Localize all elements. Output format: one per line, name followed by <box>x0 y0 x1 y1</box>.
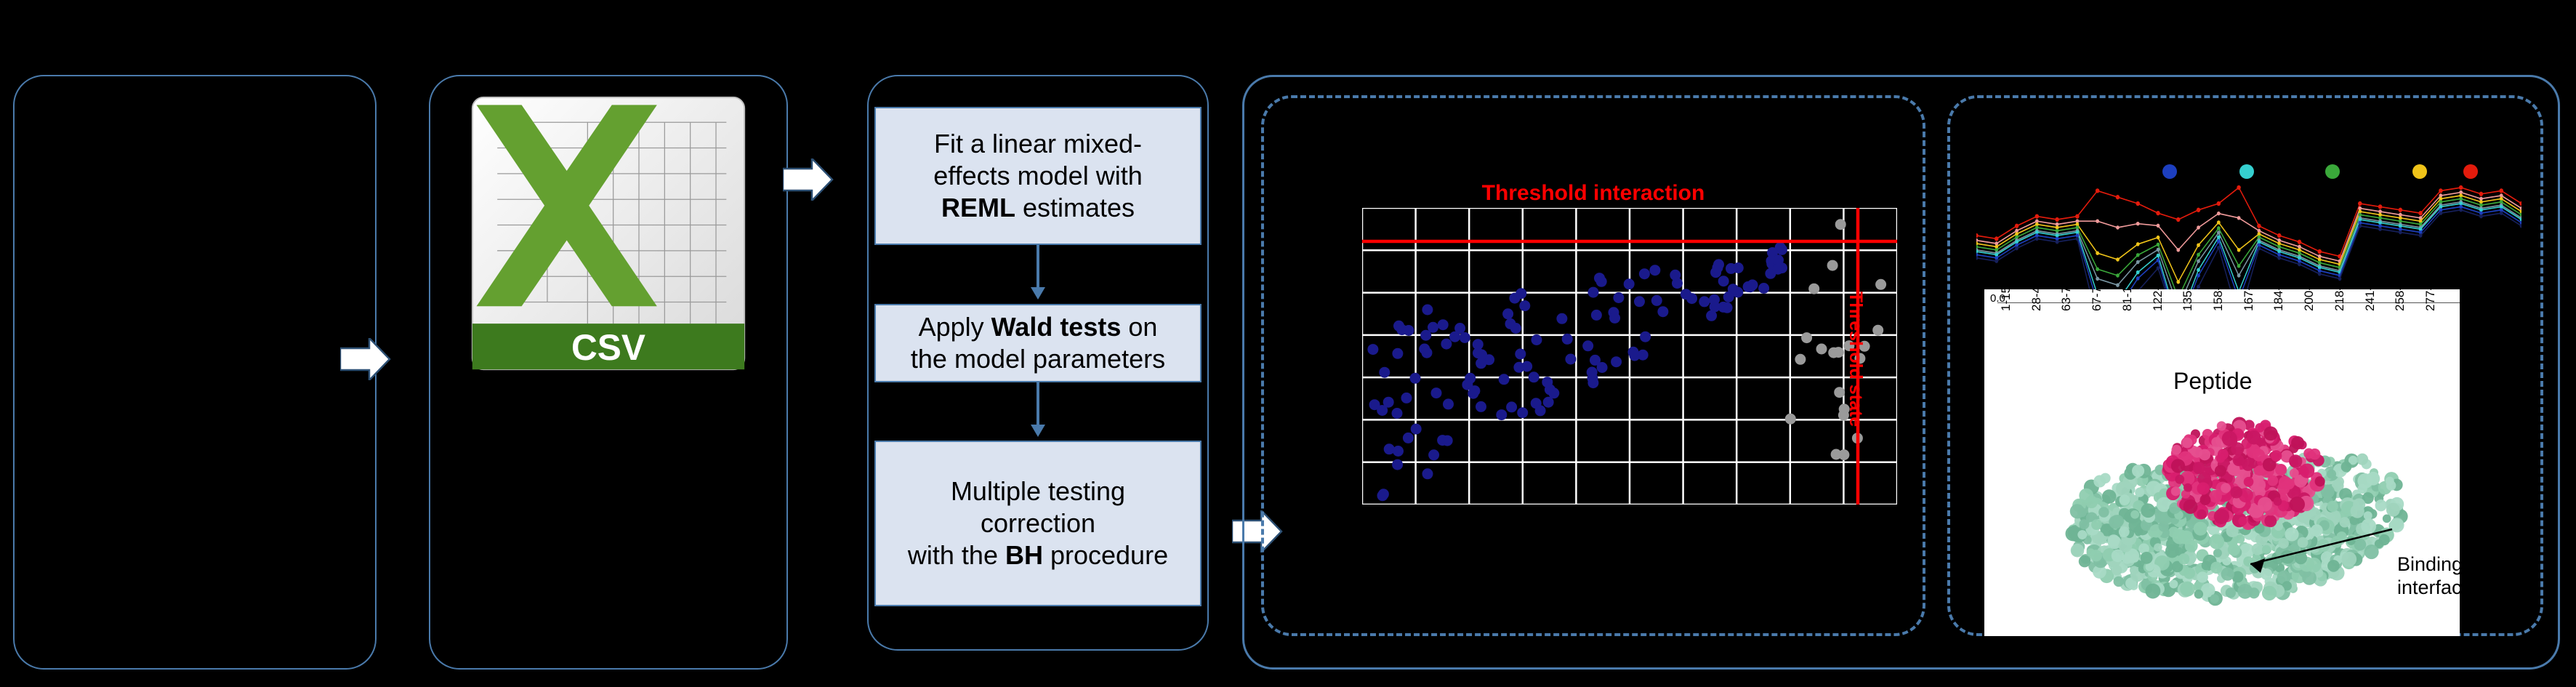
svg-text:CSV: CSV <box>571 327 645 368</box>
